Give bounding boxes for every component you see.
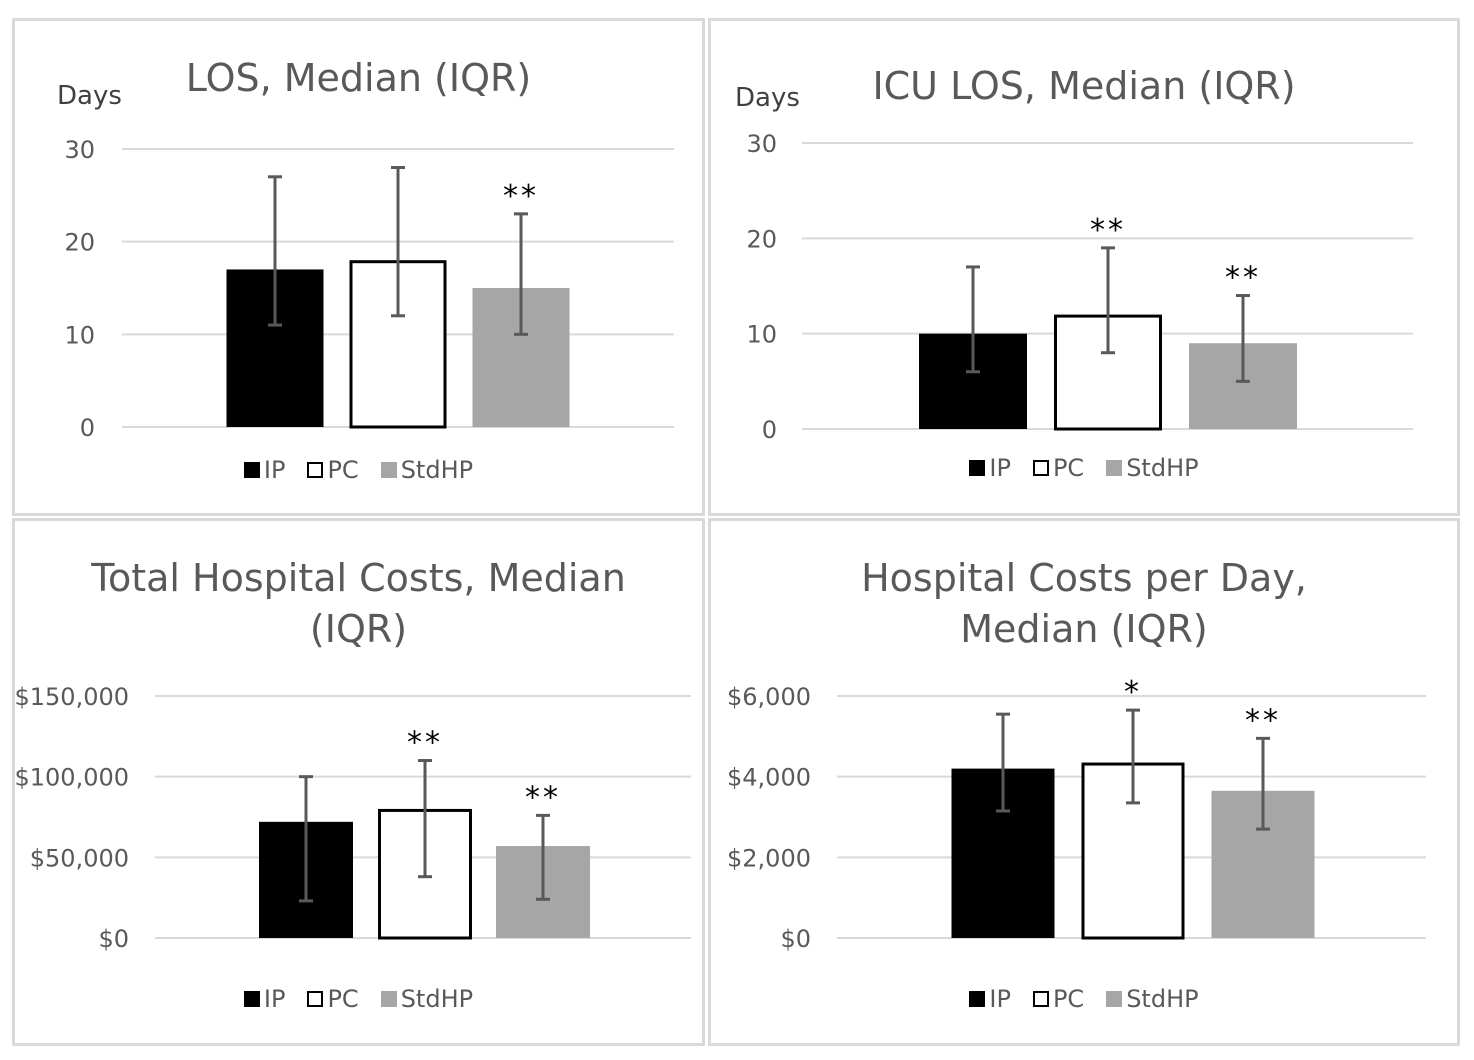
- legend: IP PC StdHP: [711, 985, 1457, 1013]
- plot-area: 0 10 20 30 ** **: [746, 130, 1413, 444]
- y-tick-label: $50,000: [30, 844, 129, 872]
- significance-marker: *: [1124, 675, 1142, 710]
- legend-swatch: [969, 460, 986, 476]
- legend-swatch: [380, 991, 397, 1007]
- legend-item-pc: PC: [1032, 985, 1085, 1013]
- chart-title: ICU LOS, Median (IQR): [872, 64, 1296, 108]
- legend-label: StdHP: [1126, 454, 1199, 482]
- legend: IP PC StdHP: [15, 456, 702, 484]
- legend-swatch: [307, 991, 324, 1007]
- y-tick-label: 10: [746, 321, 777, 349]
- legend-label: IP: [263, 985, 286, 1013]
- legend-label: PC: [327, 985, 359, 1013]
- legend-item-pc: PC: [1032, 454, 1085, 482]
- y-tick-label: $2,000: [727, 844, 811, 872]
- y-tick-label: 0: [762, 416, 777, 444]
- legend-swatch: [243, 462, 260, 478]
- legend-swatch: [307, 462, 324, 478]
- legend-swatch: [1106, 991, 1123, 1007]
- significance-marker: **: [1225, 261, 1261, 296]
- legend-label: PC: [1052, 454, 1085, 482]
- significance-marker: **: [1090, 213, 1126, 248]
- chart-panel-costs-per-day: Hospital Costs per Day, Median (IQR) $0 $…: [708, 518, 1460, 1046]
- legend-label: IP: [989, 985, 1011, 1013]
- plot-area: 0 10 20 30 **: [64, 136, 674, 442]
- legend-item-stdhp: StdHP: [1106, 985, 1199, 1013]
- legend-swatch: [243, 991, 260, 1007]
- legend-label: PC: [1052, 985, 1085, 1013]
- y-tick-label: $0: [780, 925, 811, 953]
- significance-marker: **: [1245, 703, 1281, 738]
- significance-marker: **: [503, 179, 539, 214]
- legend-label: IP: [989, 454, 1011, 482]
- y-tick-label: 30: [746, 130, 777, 158]
- legend-label: StdHP: [1126, 985, 1199, 1013]
- plot-area: $0 $50,000 $100,000 $150,000 ** **: [15, 683, 691, 953]
- y-tick-label: 30: [64, 136, 95, 164]
- y-tick-label: $4,000: [727, 764, 811, 792]
- legend-item-pc: PC: [307, 456, 359, 484]
- y-tick-label: $150,000: [15, 683, 129, 711]
- y-tick-label: 20: [746, 225, 777, 253]
- chart-title: Total Hospital Costs, Median (IQR): [91, 556, 626, 652]
- legend-swatch: [1032, 991, 1049, 1007]
- legend: IP PC StdHP: [711, 454, 1457, 482]
- legend-swatch: [1032, 460, 1049, 476]
- legend-item-ip: IP: [243, 456, 286, 484]
- legend: IP PC StdHP: [15, 985, 702, 1013]
- legend-item-ip: IP: [969, 985, 1011, 1013]
- legend-label: PC: [327, 456, 359, 484]
- chart-panel-total-costs: Total Hospital Costs, Median (IQR) $0 $50…: [12, 518, 705, 1046]
- significance-marker: **: [525, 780, 561, 815]
- plot-area: $0$2,000$4,000$6,000 ***: [727, 675, 1426, 953]
- legend-swatch: [1106, 460, 1123, 476]
- legend-label: StdHP: [400, 456, 474, 484]
- y-tick-label: 20: [64, 229, 95, 257]
- y-tick-label: 0: [80, 414, 95, 442]
- chart-panel-icu-los: ICU LOS, Median (IQR) Days 0 10 20 30 ** ** I…: [708, 18, 1460, 516]
- bar-pc: [349, 260, 447, 429]
- legend-swatch: [380, 462, 397, 478]
- y-tick-label: $6,000: [727, 683, 811, 711]
- legend-label: StdHP: [400, 985, 474, 1013]
- significance-marker: **: [407, 726, 443, 761]
- chart-panel-los: LOS, Median (IQR) Days 0 10 20 30 ** IP PC Std…: [12, 18, 705, 516]
- y-tick-label: $100,000: [15, 764, 129, 792]
- legend-item-ip: IP: [969, 454, 1011, 482]
- y-unit-label: Days: [735, 83, 800, 113]
- legend-swatch: [969, 991, 986, 1007]
- chart-title: Hospital Costs per Day, Median (IQR): [861, 556, 1307, 652]
- legend-item-pc: PC: [307, 985, 359, 1013]
- legend-item-stdhp: StdHP: [380, 456, 474, 484]
- y-tick-label: $0: [98, 925, 129, 953]
- legend-label: IP: [263, 456, 286, 484]
- y-tick-label: 10: [64, 321, 95, 349]
- chart-title: LOS, Median (IQR): [185, 56, 532, 100]
- legend-item-stdhp: StdHP: [380, 985, 474, 1013]
- legend-item-stdhp: StdHP: [1106, 454, 1199, 482]
- y-unit-label: Days: [57, 81, 122, 111]
- legend-item-ip: IP: [243, 985, 286, 1013]
